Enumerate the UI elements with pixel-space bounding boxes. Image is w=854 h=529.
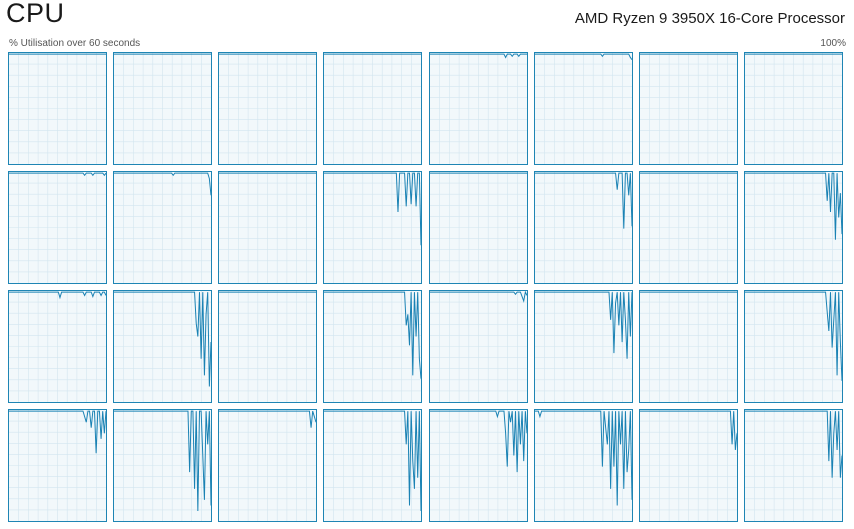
cpu-title: CPU [6,0,65,28]
core-graph-28[interactable] [323,409,422,522]
core-graph-plot [430,291,527,402]
core-graph-plot [219,172,316,283]
core-graph-plot [535,172,632,283]
core-graph-plot [9,291,106,402]
core-graph-plot [114,172,211,283]
core-graph-plot [535,53,632,164]
core-graph-plot [114,410,211,521]
core-graph-26[interactable] [113,409,212,522]
core-graph-1[interactable] [8,52,107,165]
core-graph-9[interactable] [8,171,107,284]
utilisation-line [535,173,632,229]
core-graph-plot [219,53,316,164]
utilisation-line [324,411,421,511]
core-graph-16[interactable] [744,171,843,284]
core-graph-plot [219,410,316,521]
core-graph-plot [640,172,737,283]
core-graph-19[interactable] [218,290,317,403]
utilisation-line [535,292,632,359]
core-graph-plot [9,53,106,164]
core-graph-plot [430,53,527,164]
core-graph-7[interactable] [639,52,738,165]
core-graph-23[interactable] [639,290,738,403]
core-graph-24[interactable] [744,290,843,403]
core-graph-plot [745,291,842,402]
utilisation-line [9,292,106,298]
utilisation-line [745,411,842,478]
max-percent-label: 100% [820,38,846,49]
utilisation-line [640,411,737,450]
core-graph-plot [324,410,421,521]
core-graph-plot [430,172,527,283]
core-graph-32[interactable] [744,409,843,522]
core-graph-6[interactable] [534,52,633,165]
core-graph-plot [324,172,421,283]
core-graph-21[interactable] [429,290,528,403]
utilisation-label: % Utilisation over 60 seconds [9,38,141,49]
utilisation-line [430,292,527,301]
core-graph-plot [9,172,106,283]
core-graph-plot [745,53,842,164]
core-graph-18[interactable] [113,290,212,403]
utilisation-line [324,173,421,245]
core-graph-plot [114,53,211,164]
utilisation-line [324,292,421,379]
utilisation-line [114,411,211,511]
utilisation-line [9,173,106,175]
utilisation-line [745,292,842,381]
core-graph-4[interactable] [323,52,422,165]
core-graph-29[interactable] [429,409,528,522]
core-graph-plot [9,410,106,521]
core-graph-plot [640,291,737,402]
utilisation-line [114,173,211,195]
utilisation-line [9,411,106,453]
core-graph-plot [745,172,842,283]
core-graph-31[interactable] [639,409,738,522]
utilisation-line [535,411,632,505]
utilisation-line [745,173,842,240]
core-graph-plot [640,53,737,164]
utilisation-line [219,411,316,428]
core-graph-13[interactable] [429,171,528,284]
utilisation-line [430,411,527,472]
core-graph-5[interactable] [429,52,528,165]
core-graph-2[interactable] [113,52,212,165]
core-graph-30[interactable] [534,409,633,522]
core-graph-17[interactable] [8,290,107,403]
core-graph-12[interactable] [323,171,422,284]
core-graph-plot [535,410,632,521]
core-graph-plot [430,410,527,521]
core-graphs-grid [8,52,847,527]
core-graph-plot [324,291,421,402]
core-graph-plot [535,291,632,402]
core-graph-22[interactable] [534,290,633,403]
core-graph-plot [745,410,842,521]
core-graph-plot [640,410,737,521]
core-graph-plot [219,291,316,402]
core-graph-25[interactable] [8,409,107,522]
core-graph-plot [114,291,211,402]
utilisation-line [535,54,632,60]
processor-name: AMD Ryzen 9 3950X 16-Core Processor [574,10,845,27]
core-graph-plot [324,53,421,164]
core-graph-20[interactable] [323,290,422,403]
core-graph-15[interactable] [639,171,738,284]
core-graph-8[interactable] [744,52,843,165]
core-graph-11[interactable] [218,171,317,284]
core-graph-27[interactable] [218,409,317,522]
utilisation-line [430,54,527,57]
utilisation-line [114,292,211,386]
core-graph-10[interactable] [113,171,212,284]
core-graph-14[interactable] [534,171,633,284]
core-graph-3[interactable] [218,52,317,165]
